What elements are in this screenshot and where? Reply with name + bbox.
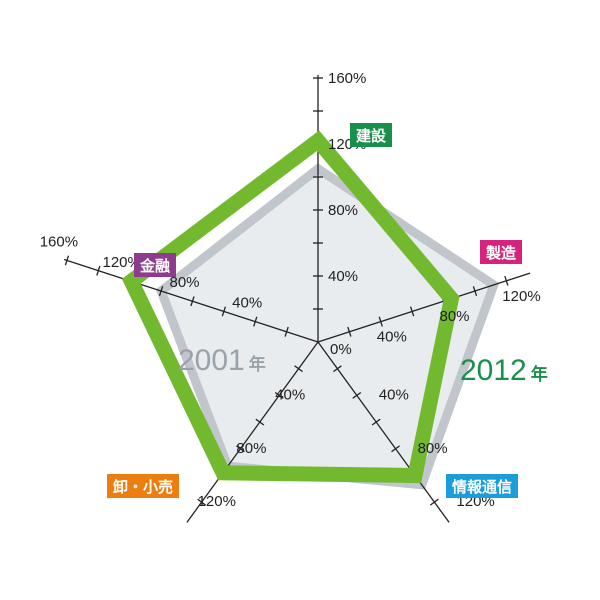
category-label-text-2: 製造 <box>485 244 516 262</box>
category-label-text-5: 金融 <box>139 257 170 275</box>
axis-tick-4-120 <box>197 498 207 506</box>
axis-tick-4-40 <box>274 391 284 399</box>
axis-tick-5-60 <box>221 306 227 317</box>
axis-tick-3-40 <box>352 391 362 399</box>
axis-tick-5-160 <box>64 255 70 266</box>
tick-label-5-80: 80% <box>169 274 199 291</box>
category-label-x: 製造 <box>480 240 522 264</box>
tick-label-2-80: 80% <box>440 308 470 325</box>
category-label-x: 金融 <box>134 253 176 277</box>
series-label-2012-year: 2012 <box>460 354 527 387</box>
category-label-box-5 <box>134 253 176 277</box>
axis-tick-2-20 <box>347 326 352 337</box>
category-label-box-3 <box>446 474 518 498</box>
tick-label-5-160: 160% <box>40 233 78 250</box>
tick-label-1-40: 40% <box>328 268 358 285</box>
axis-tick-5-100 <box>158 286 164 297</box>
category-label-x: 建設 <box>350 123 392 147</box>
tick-label-3-40: 40% <box>379 386 409 403</box>
axis-tick-4-60 <box>255 418 265 426</box>
axis-tick-5-20 <box>284 326 289 337</box>
axis-tick-3-120 <box>429 498 439 506</box>
category-label-text-1: 建設 <box>356 127 387 145</box>
tick-label-4-40: 40% <box>275 386 305 403</box>
axis-tick-5-80 <box>190 296 195 307</box>
category-label-x: 情報通信 <box>446 474 518 498</box>
category-label-box-4 <box>107 474 179 498</box>
axis-tick-5-40 <box>253 316 258 327</box>
series-label-2001-suffix: 年 <box>249 354 266 374</box>
axis-tick-3-80 <box>391 445 400 453</box>
axis-line-4 <box>186 341 319 523</box>
series-label-2012-suffix: 年 <box>531 364 548 384</box>
tick-label-1-160: 160% <box>328 70 366 87</box>
axis-line-5 <box>63 258 319 343</box>
axis-tick-5-140 <box>96 265 101 276</box>
category-label-box-1 <box>350 123 392 147</box>
category-label-x: 卸・小売 <box>107 474 179 498</box>
category-label-box-2 <box>480 240 522 264</box>
tick-label-2-40: 40% <box>377 329 407 346</box>
tick-label-5-40: 40% <box>232 295 262 312</box>
axis-tick-2-120 <box>504 275 509 286</box>
axis-line-3 <box>317 341 450 523</box>
axis-tick-4-20 <box>294 365 303 373</box>
label-layer: 0% 2001 年 2012 年 40%80%120%160%40%80%120%4… <box>40 70 548 510</box>
category-label-text-3: 情報通信 <box>452 478 512 496</box>
axis-tick-4-80 <box>236 445 245 453</box>
tick-label-5-120: 120% <box>103 254 141 271</box>
center-label: 0% <box>330 341 352 358</box>
series-label-2001-year: 2001 <box>178 344 245 377</box>
tick-label-3-80: 80% <box>418 440 448 457</box>
axis-tick-2-100 <box>472 286 478 297</box>
series-label-2012: 2012 年 <box>460 354 548 387</box>
axis-tick-2-60 <box>409 306 415 317</box>
tick-label-2-120: 120% <box>502 288 540 305</box>
axis-tick-3-60 <box>371 418 381 426</box>
axis-tick-3-20 <box>333 365 342 373</box>
tick-label-1-80: 80% <box>328 202 358 219</box>
axis-tick-2-40 <box>378 316 383 327</box>
series-label-2001: 2001 年 <box>178 344 266 377</box>
axis-line-2 <box>317 272 531 343</box>
tick-label-4-120: 120% <box>198 493 236 510</box>
tick-label-4-80: 80% <box>236 440 266 457</box>
category-label-text-4: 卸・小売 <box>113 478 173 496</box>
